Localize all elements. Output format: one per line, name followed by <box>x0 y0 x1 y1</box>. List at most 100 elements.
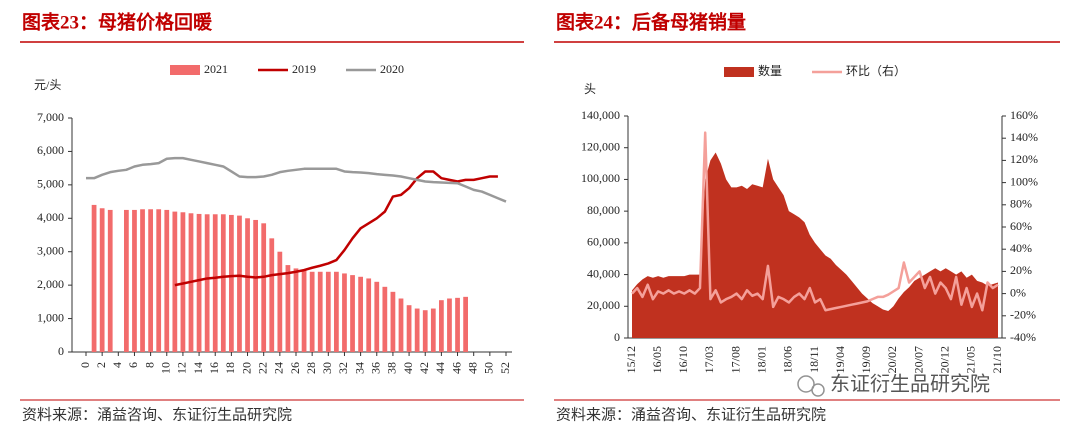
bar <box>463 296 468 352</box>
bar <box>148 209 153 352</box>
legend-label: 2020 <box>380 62 404 76</box>
y-tick-label: 140,000 <box>581 108 620 122</box>
chart-title: 图表23：母猪价格回暖 <box>22 10 213 33</box>
y-tick-label: 6,000 <box>37 143 64 157</box>
bar <box>180 212 186 352</box>
x-tick-label: 18/11 <box>807 346 821 373</box>
bar <box>439 300 444 352</box>
bar <box>334 271 339 352</box>
bar <box>156 209 162 352</box>
x-tick-label: 24 <box>272 362 286 374</box>
bar <box>107 209 113 352</box>
y2-tick-label: 160% <box>1010 108 1038 122</box>
bar <box>325 271 331 352</box>
x-tick-label: 30 <box>320 362 334 374</box>
bar <box>382 286 388 352</box>
y-tick-label: 3,000 <box>37 243 64 257</box>
bar <box>253 219 258 352</box>
x-tick-label: 18 <box>223 362 237 374</box>
x-tick-label: 20/02 <box>885 346 899 373</box>
y-axis-label: 元/头 <box>34 78 61 92</box>
source: 资料来源：涌益咨询、东证衍生品研究院 <box>556 405 826 423</box>
legend-swatch <box>724 67 754 77</box>
bar <box>164 209 170 352</box>
x-tick-label: 8 <box>142 362 156 368</box>
y2-tick-label: 0% <box>1010 285 1026 299</box>
bar <box>301 270 307 352</box>
legend-label: 数量 <box>758 63 782 78</box>
watermark: 东证衍生品研究院 <box>830 373 990 396</box>
x-tick-label: 12 <box>175 362 189 374</box>
bar <box>269 238 275 352</box>
legend-label: 环比（右） <box>846 63 906 78</box>
bar <box>245 218 250 352</box>
y2-tick-label: 60% <box>1010 219 1032 233</box>
watermark-icon <box>797 375 825 397</box>
y-tick-label: 0 <box>58 344 64 358</box>
x-tick-label: 52 <box>498 362 512 374</box>
legend-label: 2019 <box>292 62 316 76</box>
bar <box>317 271 323 352</box>
y2-tick-label: -20% <box>1010 308 1036 322</box>
y2-tick-label: 120% <box>1010 152 1038 166</box>
x-tick-label: 21/05 <box>964 346 978 373</box>
y-tick-label: 100,000 <box>581 171 620 185</box>
x-tick-label: 17/08 <box>728 346 742 373</box>
y2-tick-label: 100% <box>1010 174 1038 188</box>
y2-tick-label: 20% <box>1010 263 1032 277</box>
legend-label: 2021 <box>204 62 228 76</box>
x-tick-label: 15/12 <box>624 346 638 373</box>
x-tick-label: 14 <box>191 362 205 374</box>
chart-title: 图表24：后备母猪销量 <box>556 10 746 33</box>
bar <box>196 213 202 352</box>
y2-tick-label: 40% <box>1010 241 1032 255</box>
bar <box>406 305 412 352</box>
line <box>174 170 498 287</box>
y-tick-label: 1,000 <box>37 310 64 324</box>
bar <box>414 308 420 352</box>
x-tick-label: 42 <box>417 362 431 374</box>
y-tick-label: 4,000 <box>37 210 64 224</box>
x-tick-label: 20/12 <box>937 346 951 373</box>
y-tick-label: 5,000 <box>37 177 64 191</box>
bar <box>220 214 226 352</box>
bar <box>455 297 460 352</box>
y2-tick-label: -40% <box>1010 330 1036 344</box>
line <box>86 156 507 203</box>
x-tick-label: 18/01 <box>754 346 768 373</box>
legend-swatch <box>170 65 200 75</box>
area <box>632 152 998 338</box>
bar <box>261 223 267 352</box>
y-tick-label: 0 <box>614 330 620 344</box>
x-tick-label: 22 <box>255 362 269 374</box>
bar <box>132 209 137 352</box>
y-tick-label: 40,000 <box>587 266 620 280</box>
y2-tick-label: 80% <box>1010 197 1032 211</box>
bar <box>277 251 283 352</box>
x-tick-label: 0 <box>78 362 92 368</box>
x-tick-label: 21/10 <box>990 346 1004 373</box>
bar <box>430 308 436 352</box>
bar <box>309 271 315 352</box>
x-tick-label: 18/06 <box>781 346 795 373</box>
x-tick-label: 44 <box>433 362 447 374</box>
bar <box>358 276 363 352</box>
bar <box>342 273 347 352</box>
x-tick-label: 40 <box>401 362 415 374</box>
x-tick-label: 19/04 <box>833 346 847 373</box>
x-tick-label: 6 <box>126 362 140 368</box>
bar <box>447 298 452 352</box>
x-tick-label: 26 <box>288 362 302 374</box>
bar <box>237 215 242 352</box>
x-tick-label: 20/07 <box>911 346 925 373</box>
x-tick-label: 50 <box>482 362 496 374</box>
x-tick-label: 46 <box>449 362 463 374</box>
x-tick-label: 32 <box>336 362 350 374</box>
line <box>631 131 999 312</box>
bar <box>124 209 129 352</box>
x-tick-label: 4 <box>110 362 124 368</box>
x-tick-label: 17/03 <box>702 346 716 373</box>
x-tick-label: 36 <box>369 362 383 374</box>
bar <box>99 208 105 352</box>
